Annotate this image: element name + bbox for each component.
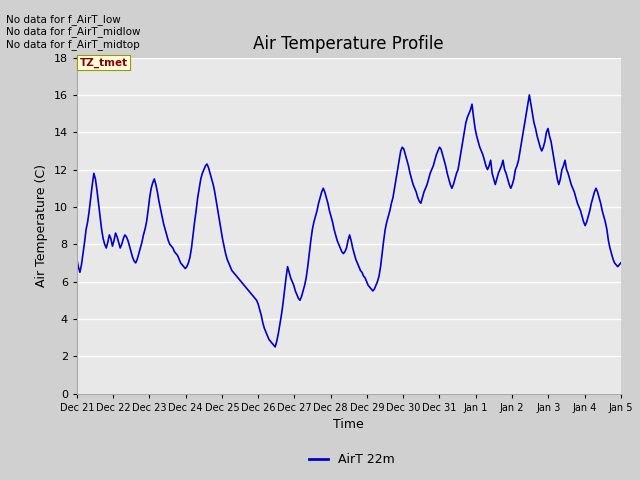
Title: Air Temperature Profile: Air Temperature Profile bbox=[253, 35, 444, 53]
Text: No data for f_AirT_midlow: No data for f_AirT_midlow bbox=[6, 26, 141, 37]
Text: No data for f_AirT_midtop: No data for f_AirT_midtop bbox=[6, 39, 140, 50]
Text: TZ_tmet: TZ_tmet bbox=[80, 58, 128, 68]
X-axis label: Time: Time bbox=[333, 418, 364, 431]
Text: No data for f_AirT_low: No data for f_AirT_low bbox=[6, 13, 121, 24]
Y-axis label: Air Temperature (C): Air Temperature (C) bbox=[35, 164, 48, 287]
Legend: AirT 22m: AirT 22m bbox=[304, 448, 400, 471]
